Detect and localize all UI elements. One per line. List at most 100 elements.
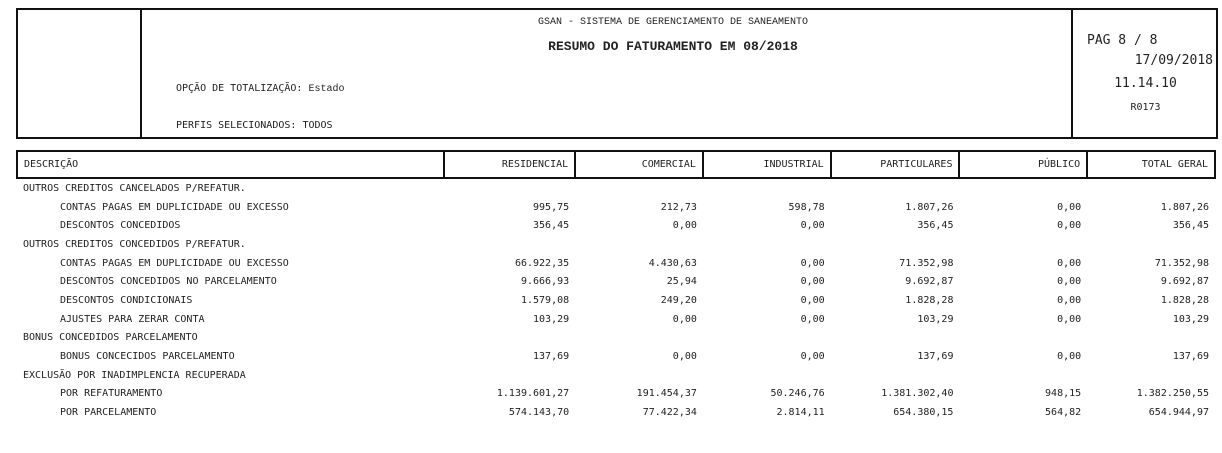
table-row: CONTAS PAGAS EM DUPLICIDADE OU EXCESSO 99… (17, 198, 1215, 217)
column-header: TOTAL GERAL (1086, 150, 1216, 179)
option-value: Estado (308, 84, 345, 95)
group-row: OUTROS CREDITOS CANCELADOS P/REFATUR. (17, 178, 1215, 198)
value-cell: 0,00 (800, 220, 825, 232)
table-row: DESCONTOS CONCEDIDOS NO PARCELAMENTO 9.66… (17, 272, 1215, 291)
page-number: PAG 8 / 8 (1087, 33, 1158, 48)
row-description: BONUS CONCECIDOS PARCELAMENTO (60, 351, 235, 363)
value-cell: 654.944,97 (1148, 407, 1209, 419)
value-cell: 0,00 (1057, 294, 1082, 306)
value-cell: 598,78 (788, 201, 825, 213)
row-description: POR REFATURAMENTO (60, 388, 163, 400)
table-header-row: DESCRIÇÃO RESIDENCIAL COMERCIAL INDUSTRIAL P… (15, 150, 1216, 179)
table-row: DESCONTOS CONCEDIDOS 356,45 0,00 0,00 356,45… (17, 216, 1215, 235)
value-cell: 77.422,34 (642, 407, 697, 419)
value-cell: 0,00 (1057, 201, 1082, 213)
value-cell: 50.246,76 (770, 388, 825, 400)
value-cell: 249,20 (660, 294, 697, 306)
value-cell: 0,00 (1057, 220, 1082, 232)
table-row: DESCONTOS CONDICIONAIS 1.579,08 249,20 0,00… (17, 291, 1215, 310)
value-cell: 0,00 (1057, 257, 1082, 269)
value-cell: 66.922,35 (514, 257, 570, 269)
table-row: POR REFATURAMENTO 1.139.601,27 191.454,37 5… (17, 385, 1215, 404)
row-description: DESCONTOS CONDICIONAIS (60, 294, 193, 306)
value-cell: 0,00 (672, 220, 697, 232)
report-code: R0173 (1130, 102, 1161, 113)
column-header: COMERCIAL (574, 150, 704, 179)
column-header: PÚBLICO (958, 150, 1089, 179)
row-description: CONTAS PAGAS EM DUPLICIDADE OU EXCESSO (60, 201, 289, 213)
value-cell: 71.352,98 (899, 257, 954, 269)
value-cell: 995,75 (533, 201, 570, 213)
value-cell: 191.454,37 (636, 388, 697, 400)
selected-profiles: PERFIS SELECIONADOS: TODOS (176, 120, 333, 131)
value-cell: 212,73 (660, 201, 697, 213)
value-cell: 0,00 (1057, 313, 1082, 325)
table-row: BONUS CONCECIDOS PARCELAMENTO 137,69 0,00 0… (17, 347, 1215, 366)
column-header: DESCRIÇÃO (15, 150, 446, 179)
system-name: GSAN - SISTEMA DE GERENCIAMENTO DE SANEA… (537, 17, 809, 28)
value-cell: 9.692,87 (1160, 276, 1209, 288)
value-cell: 654.380,15 (893, 407, 954, 419)
row-description: OUTROS CREDITOS CONCEDIDOS P/REFATUR. (23, 238, 246, 250)
billing-summary-table: DESCRIÇÃO RESIDENCIAL COMERCIAL INDUSTRIAL P… (15, 150, 1216, 422)
option-label: OPÇÃO DE TOTALIZAÇÃO: (176, 83, 303, 94)
row-description: DESCONTOS CONCEDIDOS NO PARCELAMENTO (60, 276, 277, 288)
value-cell: 0,00 (800, 351, 825, 363)
table-row: POR PARCELAMENTO 574.143,70 77.422,34 2.814… (17, 403, 1215, 422)
value-cell: 1.807,26 (905, 201, 954, 213)
value-cell: 0,00 (800, 257, 825, 269)
value-cell: 1.381.302,40 (881, 388, 954, 400)
value-cell: 137,69 (1172, 351, 1209, 363)
row-description: CONTAS PAGAS EM DUPLICIDADE OU EXCESSO (60, 257, 289, 269)
value-cell: 2.814,11 (776, 407, 825, 419)
value-cell: 0,00 (1057, 351, 1082, 363)
table-row: CONTAS PAGAS EM DUPLICIDADE OU EXCESSO 66… (17, 254, 1215, 273)
value-cell: 25,94 (666, 276, 697, 288)
group-row: EXCLUSÃO POR INADIMPLENCIA RECUPERADA (17, 366, 1215, 385)
report-time: 11.14.10 (1114, 76, 1177, 91)
profiles-label: PERFIS SELECIONADOS: (176, 120, 297, 131)
row-description: AJUSTES PARA ZERAR CONTA (60, 313, 205, 325)
value-cell: 948,15 (1045, 388, 1082, 400)
value-cell: 0,00 (800, 313, 825, 325)
value-cell: 137,69 (917, 351, 954, 363)
value-cell: 9.666,93 (520, 276, 570, 288)
value-cell: 356,45 (533, 220, 570, 232)
value-cell: 356,45 (917, 220, 954, 232)
value-cell: 0,00 (800, 294, 825, 306)
value-cell: 1.807,26 (1160, 201, 1209, 213)
row-description: EXCLUSÃO POR INADIMPLENCIA RECUPERADA (23, 369, 246, 381)
page-info-cell: PAG 8 / 8 17/09/2018 11.14.10 R0173 (1071, 10, 1218, 137)
value-cell: 71.352,98 (1154, 257, 1209, 269)
column-header: INDUSTRIAL (701, 150, 832, 179)
value-cell: 1.579,08 (520, 294, 570, 306)
value-cell: 1.382.250,55 (1136, 388, 1209, 400)
report-date: 17/09/2018 (1134, 53, 1213, 68)
value-cell: 9.692,87 (905, 276, 954, 288)
value-cell: 574.143,70 (508, 407, 570, 419)
value-cell: 103,29 (1172, 313, 1209, 325)
value-cell: 4.430,63 (648, 257, 697, 269)
value-cell: 0,00 (672, 313, 697, 325)
row-description: BONUS CONCEDIDOS PARCELAMENTO (23, 332, 198, 344)
value-cell: 137,69 (533, 351, 570, 363)
column-header: PARTICULARES (829, 150, 961, 179)
value-cell: 0,00 (1057, 276, 1082, 288)
value-cell: 0,00 (800, 276, 825, 288)
logo-cell (18, 10, 142, 137)
value-cell: 103,29 (533, 313, 570, 325)
table-row: AJUSTES PARA ZERAR CONTA 103,29 0,00 0,00 10… (17, 310, 1215, 329)
row-description: DESCONTOS CONCEDIDOS (60, 220, 181, 232)
totalization-option: OPÇÃO DE TOTALIZAÇÃO: Estado (176, 83, 344, 95)
value-cell: 1.828,28 (1160, 294, 1209, 306)
value-cell: 356,45 (1172, 220, 1209, 232)
value-cell: 1.139.601,27 (496, 388, 570, 400)
value-cell: 564,82 (1045, 407, 1082, 419)
profiles-value: TODOS (302, 120, 333, 131)
group-row: OUTROS CREDITOS CONCEDIDOS P/REFATUR. (17, 235, 1215, 254)
row-description: OUTROS CREDITOS CANCELADOS P/REFATUR. (23, 182, 246, 194)
value-cell: 1.828,28 (905, 294, 954, 306)
report-header: GSAN - SISTEMA DE GERENCIAMENTO DE SANEA… (16, 8, 1218, 139)
value-cell: 103,29 (917, 313, 954, 325)
row-description: POR PARCELAMENTO (60, 407, 157, 419)
